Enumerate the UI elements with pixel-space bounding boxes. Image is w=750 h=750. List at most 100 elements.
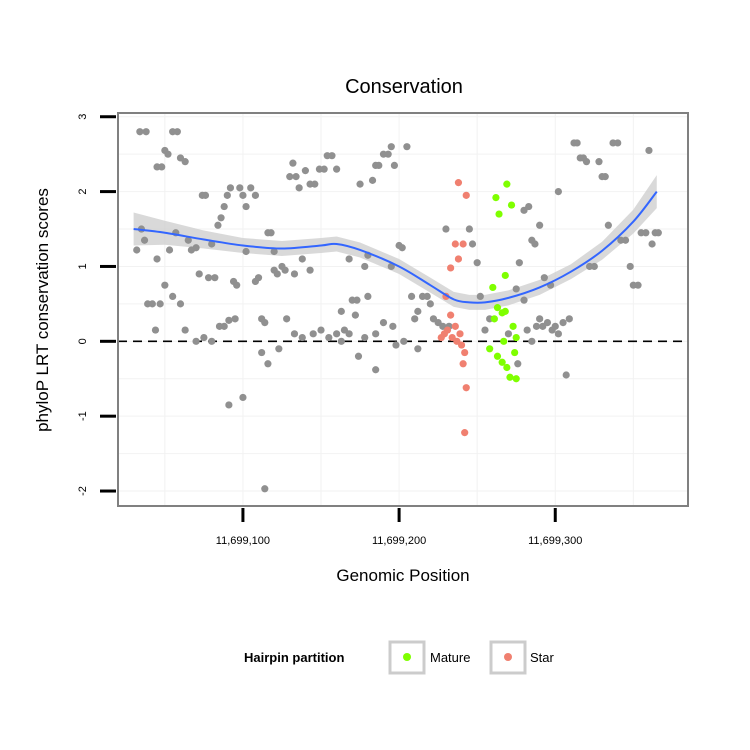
point-other [184,236,192,244]
point-mature [509,322,517,330]
point-other [543,319,552,327]
point-other [573,139,581,147]
point-other [136,128,144,136]
point-other [195,270,203,278]
point-other [368,176,377,184]
point-other [251,277,260,286]
point-other [554,330,562,338]
point-other [309,330,317,338]
point-other [375,161,383,169]
point-mature [501,271,509,280]
point-other [225,401,233,409]
point-other [614,139,622,147]
point-other [372,330,380,338]
point-other [626,262,634,271]
point-mature [511,348,519,357]
point-other [320,165,328,173]
point-star [447,311,455,319]
point-other [582,158,591,166]
point-other [261,319,269,327]
point-other [275,345,283,353]
point-other [512,285,520,293]
x-tick-label: 11,699,300 [528,535,582,547]
x-tick-label: 11,699,100 [216,535,270,547]
legend-label-star: Star [530,650,555,665]
smooth-curve [133,190,658,304]
point-other [604,221,612,229]
point-star [451,322,459,330]
point-other [325,333,333,342]
point-other [442,225,450,233]
point-other [345,330,353,338]
point-star [454,255,463,263]
point-other [387,262,395,271]
point-other [225,316,233,324]
point-mature [507,201,516,209]
point-other [520,296,528,304]
point-other [211,274,219,282]
point-other [392,341,400,349]
point-star [459,240,467,248]
confidence-band [133,175,657,310]
y-tick-label: 3 [77,114,89,120]
point-other [161,281,169,289]
point-other [214,221,222,229]
point-mature [512,333,520,342]
y-tick-label: 0 [77,338,89,344]
point-star [459,360,467,368]
point-other [621,236,630,244]
point-other [289,159,297,167]
legend-swatch-mature [403,653,411,661]
point-other [554,188,562,196]
point-mature [486,345,494,353]
point-other [292,173,300,181]
point-other [301,167,309,175]
point-other [153,255,161,263]
point-other [532,322,541,330]
point-other [411,315,419,323]
point-other [361,262,369,271]
point-other [258,348,266,357]
point-other [223,191,231,199]
x-tick-label: 11,699,200 [372,535,426,547]
point-star [456,330,464,338]
point-other [414,345,422,353]
point-other [528,236,536,244]
point-other [648,240,656,248]
point-mature [500,337,508,345]
point-mature [493,304,502,312]
point-other [540,274,548,282]
point-other [247,184,255,192]
point-mature [506,373,514,381]
point-star [454,179,463,187]
point-other [251,191,260,199]
point-other [590,262,598,271]
point-other [283,315,291,323]
point-other [290,270,299,278]
point-mature [490,315,498,323]
point-other [525,202,533,211]
legend-title: Hairpin partition [244,650,344,665]
axis-ticks: 11,699,100 11,699,200 11,699,300 -2 -1 0 1 2 3 [77,114,582,547]
point-other [356,180,364,188]
point-mature [489,283,497,292]
point-other [306,266,314,274]
point-other [333,330,341,338]
point-mature [501,307,509,315]
point-other [645,146,653,155]
legend-label-mature: Mature [430,650,470,665]
point-other [181,158,189,166]
point-star [437,333,445,342]
point-other [423,292,431,300]
point-mature [503,363,511,372]
point-other [390,161,399,169]
point-other [242,247,250,256]
point-other [140,236,149,244]
point-other [181,326,189,334]
point-other [337,337,345,345]
point-other [242,202,250,211]
point-other [387,143,395,151]
point-other [142,128,150,136]
point-other [476,292,484,300]
